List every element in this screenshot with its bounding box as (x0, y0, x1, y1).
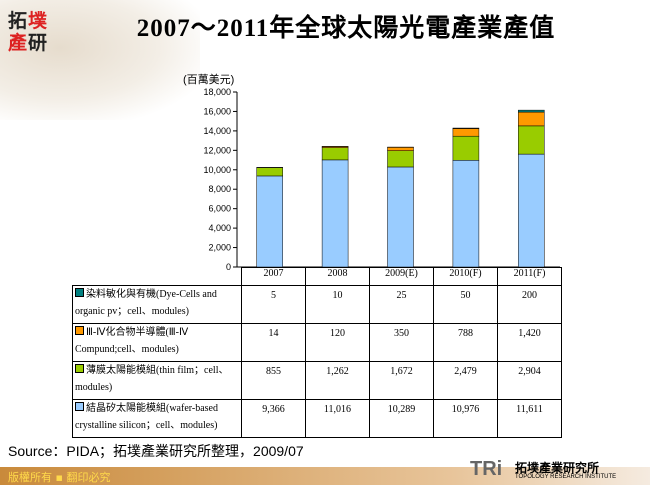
y-tick-label: 6,000 (208, 204, 231, 214)
bar-segment (518, 111, 545, 127)
series-name: 結晶矽太陽能模組(wafer-based crystalline silicon… (75, 403, 218, 431)
bar-segment (256, 175, 283, 268)
legend-swatch (75, 326, 84, 335)
bar-segment (452, 128, 480, 137)
series-label: 結晶矽太陽能模組(wafer-based crystalline silicon… (72, 399, 242, 438)
brand-cn: 拓墣產業研究所 (515, 461, 600, 475)
background-map (0, 0, 200, 120)
data-cell: 2,904 (497, 361, 562, 400)
table-corner (72, 267, 242, 286)
tri-logo: TRi (470, 458, 503, 480)
series-name: 薄膜太陽能模組(thin film；cell、modules) (75, 365, 229, 393)
data-cell: 1,262 (305, 361, 370, 400)
series-label: 薄膜太陽能模組(thin film；cell、modules) (72, 361, 242, 400)
y-tick-label: 14,000 (203, 126, 231, 136)
y-tick-label: 8,000 (208, 184, 231, 194)
bar-segment (452, 160, 480, 268)
table-row: Ⅲ-Ⅳ化合物半導體(Ⅲ-Ⅳ Compund;cell、modules) 14 120… (72, 323, 562, 362)
data-cell: 9,366 (241, 399, 306, 438)
category-label: 2011(F) (497, 267, 562, 286)
page-title: 2007～2011年全球太陽光電產業產值 (136, 15, 556, 42)
data-cell: 5 (241, 285, 306, 324)
bar-segment (321, 147, 349, 161)
y-tick-label: 4,000 (208, 223, 231, 233)
bar-segment (321, 159, 349, 268)
table-row: 染料敏化與有機(Dye-Cells and organic pv；cell、mo… (72, 285, 562, 324)
bar-segment (387, 150, 414, 168)
y-tick-label: 10,000 (203, 165, 231, 175)
data-cell: 50 (433, 285, 498, 324)
legend-swatch (75, 288, 84, 297)
series-label: Ⅲ-Ⅳ化合物半導體(Ⅲ-Ⅳ Compund;cell、modules) (72, 323, 242, 362)
data-cell: 10,289 (369, 399, 434, 438)
data-table: 2007 2008 2009(E) 2010(F) 2011(F) 染料敏化與有… (72, 267, 562, 438)
table-header-row: 2007 2008 2009(E) 2010(F) 2011(F) (72, 267, 562, 286)
series-label: 染料敏化與有機(Dye-Cells and organic pv；cell、mo… (72, 285, 242, 324)
bar-segment (387, 147, 414, 151)
series-name: 染料敏化與有機(Dye-Cells and organic pv；cell、mo… (75, 289, 217, 317)
data-cell: 10 (305, 285, 370, 324)
category-label: 2007 (241, 267, 306, 286)
data-cell: 855 (241, 361, 306, 400)
category-label: 2009(E) (369, 267, 434, 286)
data-cell: 10,976 (433, 399, 498, 438)
bar-segment (518, 153, 545, 268)
data-cell: 11,016 (305, 399, 370, 438)
logo: 拓墣 產研 (8, 10, 48, 54)
y-tick-label: 18,000 (203, 87, 231, 97)
legend-swatch (75, 364, 84, 373)
copyright: 版權所有 ▪ 翻印必究 (8, 471, 111, 484)
table-row: 薄膜太陽能模組(thin film；cell、modules) 855 1,262 1… (72, 361, 562, 400)
data-cell: 25 (369, 285, 434, 324)
bar-segment (256, 167, 283, 177)
y-tick-label: 12,000 (203, 145, 231, 155)
y-tick-label: 0 (226, 262, 231, 272)
bar-segment (518, 109, 545, 113)
data-cell: 11,611 (497, 399, 562, 438)
category-label: 2010(F) (433, 267, 498, 286)
source-note: Source：PIDA；拓墣產業研究所整理，2009/07 (8, 443, 304, 459)
data-cell: 200 (497, 285, 562, 324)
data-cell: 1,672 (369, 361, 434, 400)
data-cell: 14 (241, 323, 306, 362)
brand-en: TOPOLOGY RESEARCH INSTITUTE (515, 474, 617, 480)
data-cell: 120 (305, 323, 370, 362)
data-cell: 2,479 (433, 361, 498, 400)
bar-segment (518, 125, 545, 155)
y-axis-label: (百萬美元) (183, 74, 235, 86)
footer-bar: 版權所有 ▪ 翻印必究 (0, 467, 650, 485)
table-row: 結晶矽太陽能模組(wafer-based crystalline silicon… (72, 399, 562, 438)
bar-segment (452, 135, 480, 161)
y-tick-label: 16,000 (203, 106, 231, 116)
data-cell: 350 (369, 323, 434, 362)
bar-segment (387, 166, 414, 268)
legend-swatch (75, 402, 84, 411)
data-cell: 1,420 (497, 323, 562, 362)
series-name: Ⅲ-Ⅳ化合物半導體(Ⅲ-Ⅳ Compund;cell、modules) (75, 327, 189, 355)
category-label: 2008 (305, 267, 370, 286)
y-tick-label: 2,000 (208, 243, 231, 253)
data-cell: 788 (433, 323, 498, 362)
